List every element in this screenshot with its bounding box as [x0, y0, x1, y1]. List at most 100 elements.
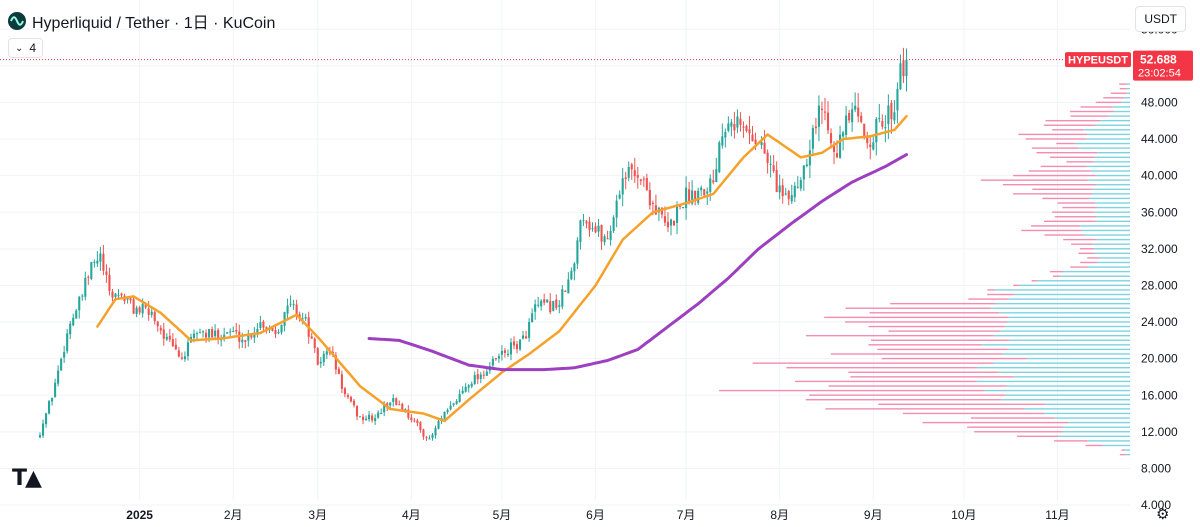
volume-profile-bar-down	[845, 321, 1008, 323]
y-tick-label: 12.000	[1141, 425, 1178, 439]
volume-profile-bar-up	[977, 367, 1130, 369]
candle-body	[358, 416, 362, 418]
candle-body	[259, 322, 262, 329]
candle-body	[235, 330, 238, 332]
candle-body	[485, 371, 488, 376]
candle-body	[896, 89, 899, 111]
candle-body	[286, 305, 289, 314]
volume-profile-bar-up	[1058, 435, 1130, 438]
volume-profile-bar-down	[719, 389, 985, 392]
volume-profile-bar-down	[1080, 261, 1097, 264]
candle-body	[51, 397, 54, 402]
volume-profile-bar-down	[1049, 270, 1063, 273]
candle-body	[208, 329, 211, 338]
candle-body	[736, 116, 739, 128]
volume-profile-bar-down	[1062, 206, 1098, 209]
volume-profile-bar-up	[990, 307, 1130, 309]
candle-body	[594, 226, 597, 233]
symbol-title[interactable]: Hyperliquid / Tether · 1日 · KuCoin	[32, 15, 276, 32]
candle-body	[283, 312, 286, 326]
candle-body	[371, 415, 374, 421]
candle-body	[645, 178, 648, 190]
candle-body	[386, 403, 389, 407]
candle-body	[87, 276, 90, 278]
indicators-toggle[interactable]: ⌄ 4	[8, 38, 44, 58]
candle-body	[265, 327, 268, 330]
symbol-label-bg	[1065, 52, 1131, 68]
candle-body	[754, 139, 757, 144]
volume-profile-bar-down	[871, 339, 1009, 341]
volume-profile-bar-up	[1080, 225, 1130, 227]
candle-body	[675, 206, 679, 223]
candle-body	[712, 180, 715, 183]
volume-profile-bar-up	[1093, 211, 1130, 213]
candle-body	[857, 107, 860, 117]
volume-profile-bar-up	[1096, 238, 1130, 241]
volume-profile-bar-up	[1095, 174, 1130, 177]
candle-body	[63, 352, 66, 358]
candle-body	[69, 323, 72, 335]
volume-profile-bar-down	[1013, 193, 1093, 195]
volume-profile-bar-up	[1080, 229, 1130, 232]
volume-profile-bar-down	[830, 353, 1002, 355]
candle-body	[147, 308, 150, 315]
candle-body	[313, 338, 316, 348]
candle-body	[361, 416, 365, 421]
candle-body	[78, 296, 81, 311]
volume-profile-bar-up	[1007, 321, 1130, 323]
candle-body	[416, 420, 419, 423]
candle-body	[398, 404, 401, 406]
volume-profile-bar-down	[1052, 275, 1061, 277]
x-tick-label: 2025	[126, 508, 153, 522]
volume-profile-bar-down	[1057, 202, 1096, 204]
candle-body	[223, 334, 226, 339]
candle-body	[156, 321, 159, 327]
volume-profile-bar-up	[993, 334, 1130, 337]
volume-profile-bar-up	[1094, 156, 1130, 158]
x-tick-label: 10月	[951, 508, 976, 522]
volume-profile-bar-down	[1054, 216, 1097, 218]
candle-body	[531, 313, 534, 323]
candle-body	[663, 216, 667, 223]
volume-profile-bar-down	[1043, 124, 1096, 126]
candle-body	[682, 207, 685, 209]
volume-profile-bar-down	[1079, 248, 1095, 250]
y-tick-label: 28.000	[1141, 278, 1178, 292]
volume-profile-bar-down	[1018, 133, 1088, 136]
currency-button[interactable]: USDT	[1135, 6, 1186, 32]
candle-body	[730, 122, 733, 127]
volume-profile-bar-up	[981, 344, 1130, 346]
candle-body	[528, 321, 531, 338]
x-tick-label: 5月	[493, 508, 512, 522]
tradingview-logo[interactable]: T▲	[12, 466, 42, 491]
candle-body	[232, 330, 235, 332]
volume-profile-bar-up	[1094, 252, 1130, 255]
gear-icon[interactable]: ⚙	[1156, 506, 1170, 523]
candle-body	[334, 355, 337, 370]
candle-body	[817, 105, 820, 127]
volume-profile-bar-up	[1095, 124, 1130, 126]
candle-body	[180, 357, 183, 359]
candle-body	[289, 303, 292, 305]
candle-body	[781, 185, 784, 197]
candle-body	[799, 180, 802, 189]
volume-profile-bar-up	[1005, 394, 1130, 396]
price-label-bg	[1133, 50, 1193, 81]
volume-profile-bar-up	[1014, 293, 1130, 296]
volume-profile-bar-up	[1094, 248, 1130, 250]
volume-profile-bar-up	[1001, 353, 1130, 355]
volume-profile-bar-down	[1031, 225, 1081, 227]
candle-body	[395, 398, 398, 405]
candle-body	[250, 335, 253, 338]
candle-body	[500, 350, 503, 355]
volume-profile-bar-up	[1085, 138, 1130, 140]
candle-body	[878, 118, 881, 120]
y-tick-label: 8.000	[1141, 461, 1171, 475]
volume-profile-bar-up	[999, 312, 1130, 314]
candle-body	[162, 329, 165, 339]
volume-profile-bar-down	[809, 394, 1006, 396]
candle-body	[848, 113, 851, 121]
candle-body	[651, 202, 654, 204]
candle-body	[512, 341, 516, 346]
